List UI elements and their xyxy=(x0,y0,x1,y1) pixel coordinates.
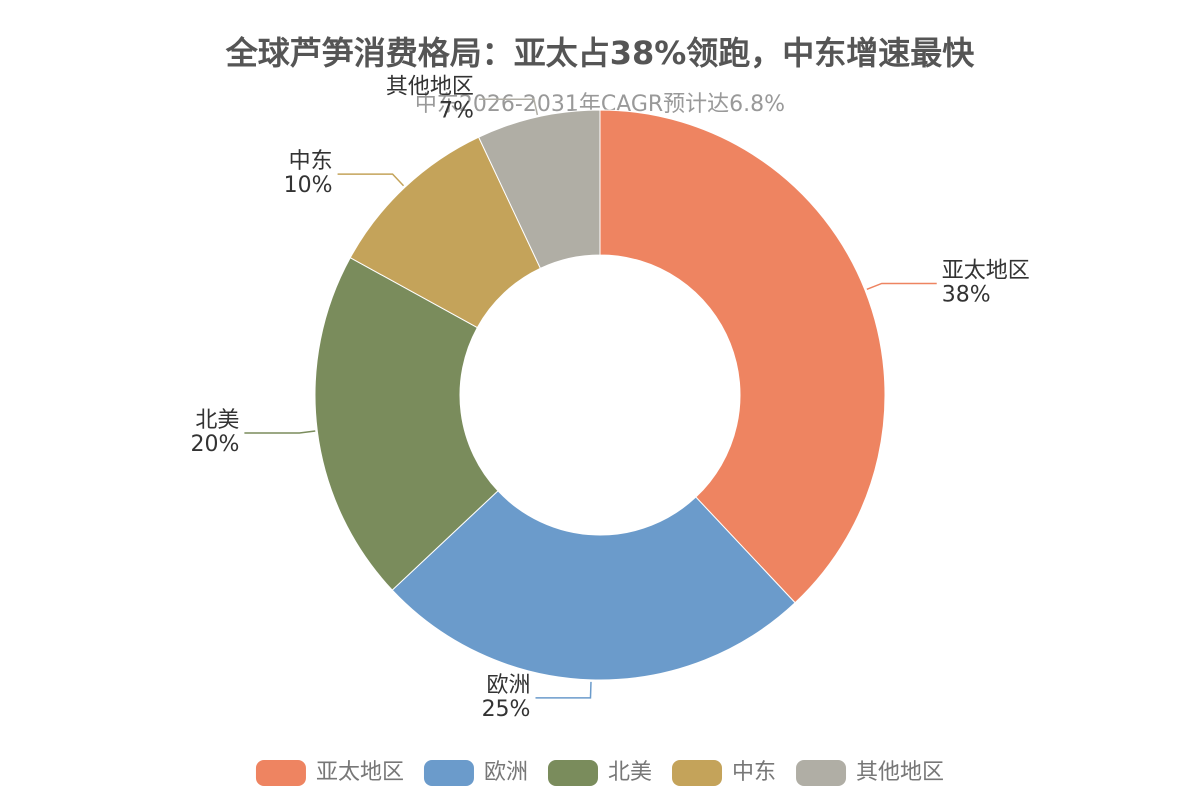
leader-line xyxy=(244,430,316,434)
legend-label: 其他地区 xyxy=(856,760,944,785)
donut-slice xyxy=(391,490,796,681)
donut-slice xyxy=(477,109,601,269)
legend-label: 亚太地区 xyxy=(316,760,404,785)
slice-label: 北美 xyxy=(195,408,239,433)
slice-value-label: 25% xyxy=(482,697,531,722)
slice-label: 其他地区 xyxy=(386,74,474,99)
legend-swatch xyxy=(547,760,598,786)
legend-swatch xyxy=(423,760,474,786)
legend-label: 欧洲 xyxy=(484,760,528,785)
slice-label: 欧洲 xyxy=(486,673,530,698)
legend: 亚太地区 欧洲 北美 中东 其他地区 xyxy=(255,760,944,786)
leader-line xyxy=(866,282,937,291)
legend-label: 中东 xyxy=(732,760,776,785)
slice-value-label: 20% xyxy=(190,432,239,457)
legend-item[interactable]: 中东 xyxy=(672,760,776,786)
slice-value-label: 38% xyxy=(942,282,991,307)
legend-swatch xyxy=(255,760,306,786)
legend-label: 北美 xyxy=(608,760,652,785)
slice-value-label: 7% xyxy=(439,98,474,123)
legend-item[interactable]: 北美 xyxy=(547,760,652,786)
leader-line xyxy=(337,173,405,187)
legend-swatch xyxy=(672,760,723,786)
leader-line xyxy=(535,681,592,699)
legend-item[interactable]: 亚太地区 xyxy=(255,760,404,786)
donut-slice xyxy=(314,257,499,591)
slice-label: 中东 xyxy=(289,149,333,174)
legend-item[interactable]: 欧洲 xyxy=(423,760,528,786)
slice-label: 亚太地区 xyxy=(942,258,1030,283)
leader-line xyxy=(478,98,539,116)
chart-title: 全球芦笋消费格局：亚太占38%领跑，中东增速最快 xyxy=(225,34,976,72)
slice-value-label: 10% xyxy=(284,173,333,198)
legend-item[interactable]: 其他地区 xyxy=(796,760,944,786)
legend-swatch xyxy=(796,760,847,786)
donut-slice xyxy=(599,109,886,604)
